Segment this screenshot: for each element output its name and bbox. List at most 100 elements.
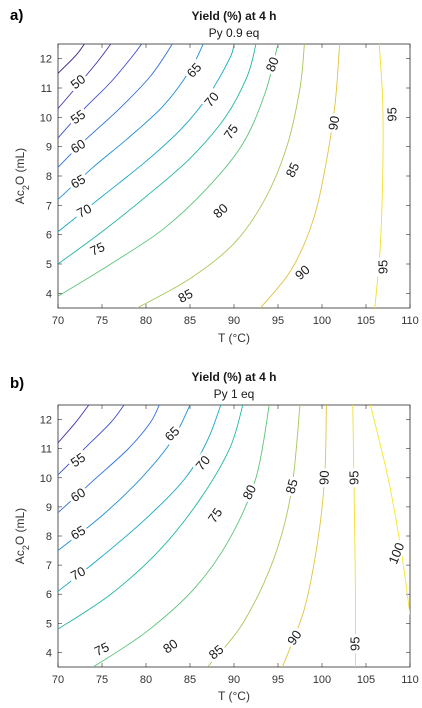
contour-label: 65 (182, 57, 206, 82)
contour-label-background (173, 284, 197, 307)
contour-label-background (65, 483, 90, 506)
contour-label-background (65, 448, 90, 471)
tick-marks-b (57, 405, 411, 667)
contour-line-80 (92, 405, 270, 667)
contour-label-background (160, 421, 184, 446)
contour-label: 95 (384, 104, 399, 124)
chart-subtitle-b: Py 1 eq (214, 387, 255, 401)
x-tick-label: 85 (184, 674, 196, 686)
y-tick-label: 6 (46, 230, 52, 242)
contour-label-background (190, 450, 214, 475)
contour-label: 90 (324, 112, 342, 134)
contour-line-80 (58, 44, 279, 297)
contour-label-text: 75 (221, 121, 242, 141)
y-axis-label-sub-a: 2 (21, 185, 31, 190)
contour-line-50 (58, 44, 112, 109)
contour-label-text: 90 (325, 115, 342, 132)
contour-labels-a: 50 55 60 65 70 75 65 70 75 80 85 80 85 90 90 95 95 (65, 52, 399, 307)
y-axis-label-sub-b: 2 (21, 545, 31, 550)
x-tick-label: 90 (228, 674, 240, 686)
contour-label: 80 (238, 480, 260, 504)
x-tick-label: 75 (96, 315, 108, 327)
y-tick-label: 11 (41, 83, 52, 95)
x-tick-label: 70 (52, 674, 64, 686)
contour-label-text: 60 (68, 485, 88, 505)
contour-label-background (290, 260, 314, 284)
contour-label: 80 (208, 198, 232, 223)
contour-label-text: 80 (160, 636, 180, 657)
x-tick-label: 80 (140, 315, 152, 327)
y-tick-label: 12 (40, 54, 52, 66)
contour-label-background (384, 104, 399, 124)
contour-line-70 (58, 405, 222, 592)
y-tick-label: 8 (46, 171, 52, 183)
contour-label-text: 70 (74, 201, 94, 221)
y-tick-label: 5 (46, 618, 52, 630)
contour-label-text: 65 (68, 523, 88, 543)
contour-label: 85 (203, 640, 228, 664)
contour-label-text: 95 (347, 636, 362, 650)
x-tick-label: 95 (272, 315, 284, 327)
contour-label: 75 (90, 638, 114, 659)
contour-label-background (85, 238, 109, 259)
contour-label-background (72, 199, 96, 221)
contour-panel-b: b) Yield (%) at 4 h Py 1 eq 556065707565… (10, 370, 419, 703)
contour-label: 95 (346, 468, 362, 488)
x-tick-label: 85 (184, 315, 196, 327)
y-tick-labels-b: 4 5 6 7 8 9 10 11 12 (40, 415, 52, 660)
contour-label-background (375, 257, 390, 277)
y-tick-label: 7 (46, 560, 52, 572)
contour-label-background (203, 640, 228, 664)
contour-label-text: 95 (376, 260, 391, 274)
contour-label: 80 (261, 52, 282, 76)
contour-line-100 (369, 405, 410, 615)
contour-label-background (66, 521, 90, 544)
contour-line-95 (352, 405, 356, 667)
contour-label-text: 90 (284, 627, 305, 647)
y-tick-label: 10 (40, 112, 52, 124)
contour-label: 90 (290, 260, 314, 284)
contour-label-text: 85 (283, 160, 303, 180)
y-axis-label-b: Ac2O (mL) (13, 508, 31, 564)
y-axis-label-main-b: Ac (13, 550, 27, 564)
y-tick-label: 11 (41, 444, 52, 456)
contour-label-background (261, 52, 282, 76)
contour-label-background (346, 468, 361, 488)
contour-label-text: 90 (316, 470, 331, 485)
x-tick-labels-a: 70 75 80 85 90 95 100 105 110 (52, 315, 419, 327)
y-tick-label: 9 (46, 142, 52, 154)
contour-label-text: 85 (282, 477, 300, 495)
y-axis-label-tail-b: O (mL) (13, 508, 27, 545)
contour-line-75 (58, 405, 244, 630)
chart-title-a: Yield (%) at 4 h (192, 9, 277, 23)
contour-label-text: 55 (68, 450, 88, 471)
contour-label: 60 (65, 483, 90, 506)
y-tick-label: 10 (40, 473, 52, 485)
contour-label: 85 (173, 284, 197, 307)
panel-label-a: a) (10, 7, 23, 24)
contour-label: 65 (66, 521, 90, 544)
contour-label: 65 (160, 421, 184, 446)
contour-label-background (66, 562, 90, 584)
contour-label-text: 85 (175, 286, 195, 306)
contour-panel-a: a) Yield (%) at 4 h Py 0.9 eq 5055606570… (10, 7, 419, 345)
contour-label-background (316, 468, 331, 488)
contour-label: 70 (199, 87, 223, 111)
contour-label-background (66, 170, 90, 192)
x-tick-label: 95 (272, 674, 284, 686)
contour-label-text: 60 (68, 136, 88, 156)
contour-label-background (238, 480, 260, 504)
contour-label-text: 75 (92, 639, 111, 659)
x-tick-label: 100 (313, 315, 331, 327)
contour-label-background (208, 198, 232, 223)
contour-label-text: 80 (239, 482, 259, 502)
contour-label: 65 (66, 170, 90, 192)
y-axis-label-a: Ac2O (mL) (13, 148, 31, 204)
contour-label-background (65, 69, 90, 93)
contour-label-background (65, 105, 90, 128)
contour-label-text: 55 (68, 107, 88, 128)
contour-label-text: 80 (263, 55, 282, 74)
x-tick-label: 70 (52, 315, 64, 327)
